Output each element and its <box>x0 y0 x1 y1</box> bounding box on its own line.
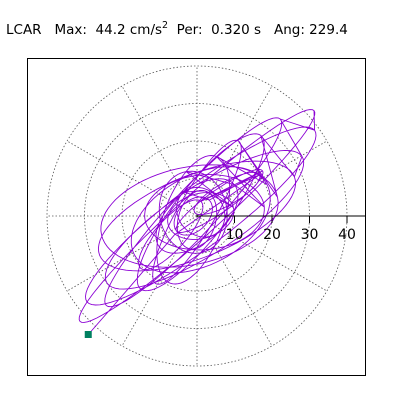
x-tick-label-30: 30 <box>301 227 319 243</box>
plot-frame <box>27 58 366 376</box>
trace-group <box>78 109 317 335</box>
angle-value: 229.4 <box>309 22 348 38</box>
marker-group <box>84 331 92 338</box>
x-tick-label-10: 10 <box>226 227 244 243</box>
peak-marker <box>84 331 92 338</box>
chart-title: LCAR Max: 44.2 cm/s2 Per: 0.320 s Ang: 2… <box>6 17 348 39</box>
max-label: Max: <box>54 22 87 38</box>
grid-spoke-120 <box>121 85 198 217</box>
grid-spoke-150 <box>66 140 198 217</box>
period-value: 0.320 s <box>211 22 262 38</box>
max-value: 44.2 cm/s <box>95 22 163 38</box>
radial-axis: 10 20 30 40 <box>197 215 366 243</box>
x-tick-label-40: 40 <box>338 227 356 243</box>
component-name: LCAR <box>6 22 42 38</box>
period-label: Per: <box>176 22 203 38</box>
motion-trace <box>78 109 317 335</box>
grid-spoke-330 <box>196 215 328 292</box>
angle-label: Ang: <box>273 22 305 38</box>
max-exponent: 2 <box>162 20 169 31</box>
x-tick-label-20: 20 <box>263 227 281 243</box>
